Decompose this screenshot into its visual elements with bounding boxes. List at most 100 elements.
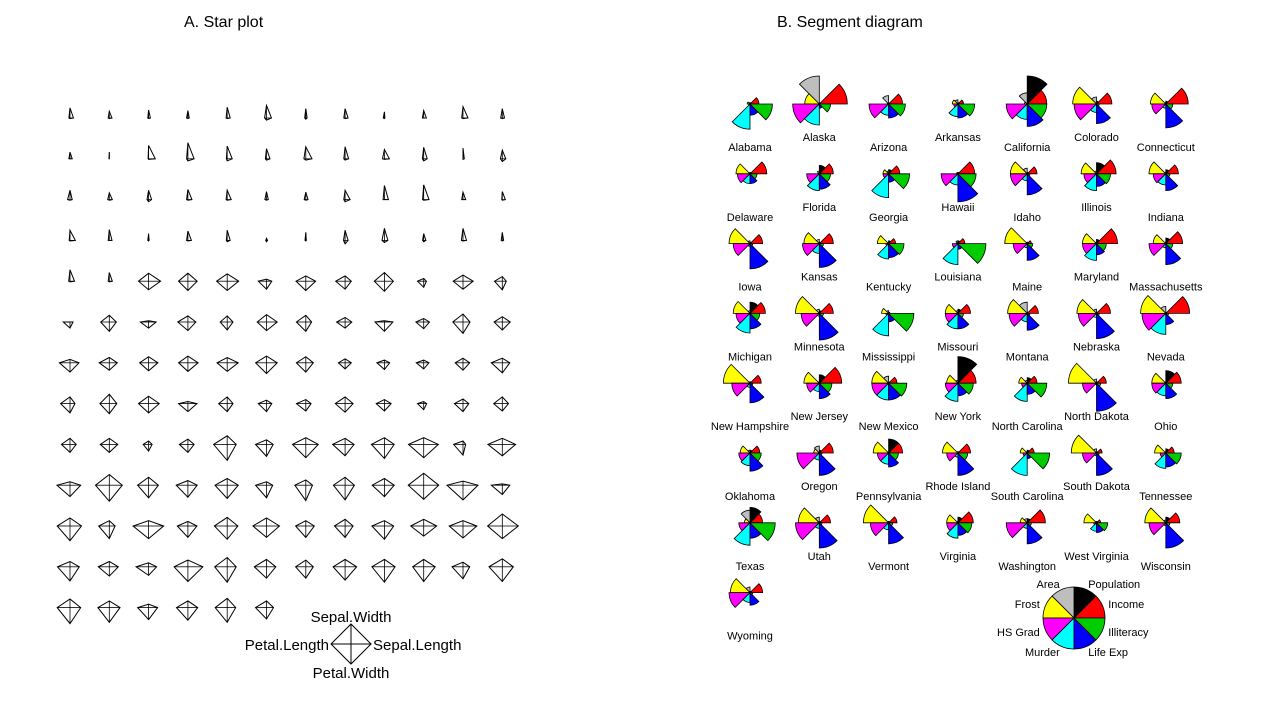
segment-murder bbox=[1084, 242, 1097, 261]
segment-income bbox=[887, 516, 898, 524]
segment-frost bbox=[797, 507, 821, 524]
segment-illiteracy bbox=[1095, 522, 1109, 532]
star-glyph bbox=[343, 146, 350, 161]
state-label: Maine bbox=[1012, 282, 1042, 294]
segment-income bbox=[818, 233, 834, 244]
star-glyph bbox=[342, 230, 349, 245]
state-label: Ohio bbox=[1154, 421, 1177, 433]
star-glyph bbox=[371, 558, 396, 584]
segment-hs-grad bbox=[796, 452, 821, 470]
star-glyph bbox=[177, 355, 199, 373]
segment-illiteracy bbox=[887, 452, 899, 461]
segment-murder bbox=[1010, 452, 1028, 476]
segment-life-exp bbox=[957, 312, 970, 330]
star-glyph bbox=[461, 190, 467, 201]
segment-murder bbox=[1013, 382, 1028, 402]
segment-frost bbox=[1009, 161, 1029, 175]
star-glyph bbox=[99, 437, 119, 454]
segment-population bbox=[957, 356, 978, 385]
state-label: New Jersey bbox=[791, 411, 849, 423]
segment-population bbox=[1026, 377, 1032, 385]
segment-glyph: Utah bbox=[795, 507, 838, 563]
legend-label: Area bbox=[1037, 579, 1061, 591]
state-label: Utah bbox=[808, 551, 831, 563]
segment-glyph: New Mexico bbox=[859, 370, 919, 433]
segment-population bbox=[888, 438, 900, 454]
segment-income bbox=[1095, 302, 1111, 314]
star-glyph bbox=[415, 359, 430, 370]
segment-income bbox=[1164, 296, 1191, 314]
segment-life-exp bbox=[1165, 242, 1182, 266]
star-glyph bbox=[146, 190, 153, 203]
segment-population bbox=[1096, 162, 1105, 175]
star-glyph bbox=[382, 185, 390, 201]
state-label: Oregon bbox=[801, 481, 838, 493]
segment-glyph: Montana bbox=[1006, 298, 1049, 363]
star-glyph bbox=[253, 558, 277, 579]
star-glyph bbox=[99, 314, 117, 333]
star-glyph bbox=[375, 359, 391, 371]
star-glyph bbox=[416, 400, 428, 411]
state-label: Nebraska bbox=[1073, 341, 1121, 353]
segment-hs-grad bbox=[1151, 103, 1167, 115]
segment-life-exp bbox=[749, 452, 764, 472]
state-label: Rhode Island bbox=[925, 481, 990, 493]
segment-hs-grad bbox=[736, 173, 751, 184]
segment-glyph: Missouri bbox=[937, 303, 978, 353]
star-glyph bbox=[59, 396, 76, 414]
segment-glyph: North Dakota bbox=[1064, 362, 1130, 423]
segment-frost bbox=[729, 578, 751, 593]
segment-glyph: New Jersey bbox=[791, 366, 849, 423]
segment-illiteracy bbox=[1026, 382, 1048, 398]
segment-income bbox=[1164, 512, 1181, 524]
segment-illiteracy bbox=[1095, 313, 1100, 316]
segment-income bbox=[1026, 509, 1046, 524]
segment-frost bbox=[1072, 86, 1098, 105]
segment-life-exp bbox=[1165, 103, 1184, 129]
segment-area bbox=[1018, 92, 1028, 105]
segment-glyph: Minnesota bbox=[794, 296, 846, 353]
segment-illiteracy bbox=[1164, 313, 1170, 316]
star-glyph bbox=[56, 598, 82, 625]
segment-life-exp bbox=[1096, 382, 1117, 412]
star-glyph bbox=[58, 358, 80, 373]
star-glyph bbox=[137, 395, 161, 414]
star-glyph bbox=[304, 108, 308, 121]
state-label: Florida bbox=[802, 202, 837, 214]
star-glyph bbox=[254, 355, 278, 375]
star-glyph bbox=[421, 108, 428, 119]
segment-life-exp bbox=[749, 242, 769, 270]
segment-murder bbox=[733, 521, 751, 546]
segment-area bbox=[740, 509, 751, 524]
state-label: Texas bbox=[736, 561, 765, 573]
segment-population bbox=[818, 164, 826, 175]
star-glyph bbox=[493, 316, 512, 331]
segment-glyph: Arkansas bbox=[935, 99, 981, 144]
segment-life-exp bbox=[1096, 312, 1115, 340]
state-label: Connecticut bbox=[1137, 142, 1195, 154]
segment-murder bbox=[803, 103, 820, 126]
segment-hs-grad bbox=[1009, 173, 1029, 187]
star-glyph bbox=[304, 232, 307, 242]
segment-illiteracy bbox=[1164, 522, 1171, 527]
segment-glyph: Washington bbox=[998, 509, 1056, 573]
segment-diagram-title: B. Segment diagram bbox=[777, 14, 923, 31]
state-label: Delaware bbox=[727, 212, 773, 224]
star-glyph bbox=[147, 109, 151, 120]
star-plot-key: Sepal.Width Petal.Length Sepal.Length Petal… bbox=[245, 609, 462, 682]
segment-frost bbox=[1076, 298, 1098, 314]
segment-hs-grad bbox=[1073, 103, 1098, 121]
segment-income bbox=[1095, 159, 1117, 175]
segment-life-exp bbox=[888, 521, 905, 545]
segment-glyph: South Dakota bbox=[1063, 434, 1131, 493]
segment-glyph: New Hampshire bbox=[711, 363, 789, 433]
segment-frost bbox=[1082, 233, 1098, 244]
star-glyph bbox=[407, 472, 440, 500]
segment-population bbox=[749, 301, 759, 315]
star-glyph bbox=[294, 559, 314, 580]
segment-income bbox=[956, 443, 971, 454]
star-glyph bbox=[177, 272, 198, 292]
state-label: Virginia bbox=[940, 551, 977, 563]
star-glyph bbox=[107, 191, 114, 201]
segment-life-exp bbox=[1096, 452, 1113, 476]
